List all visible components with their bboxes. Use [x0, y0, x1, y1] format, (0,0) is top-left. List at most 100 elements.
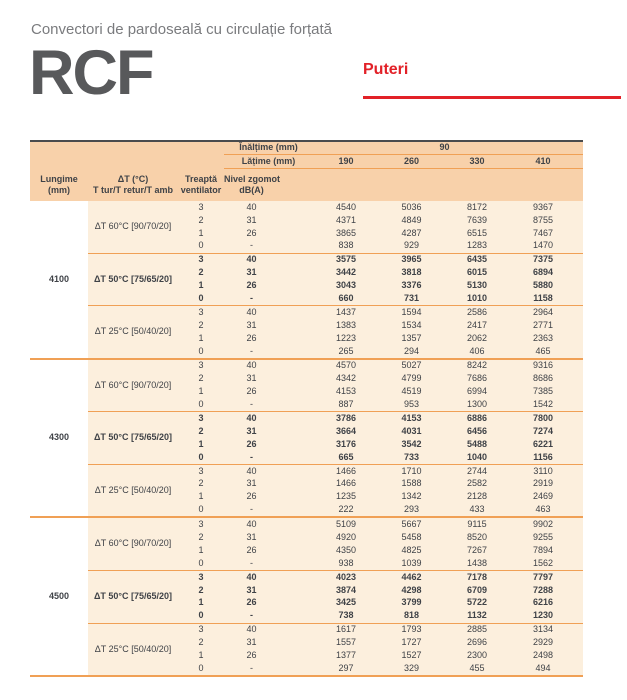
power-value: 4023: [313, 570, 380, 584]
power-value: 3874: [313, 583, 380, 597]
power-value: 293: [379, 503, 445, 519]
spacer-cell: [279, 649, 314, 663]
dt-label: ΔT 25°C [50/40/20]: [88, 305, 178, 360]
noise-level-value: 40: [224, 623, 279, 637]
power-value: 8172: [444, 201, 511, 214]
power-value: 3176: [313, 438, 380, 451]
power-value: 1466: [313, 464, 380, 478]
power-value: 2062: [444, 331, 511, 345]
power-value: 2363: [510, 331, 577, 345]
width-value: 410: [510, 154, 577, 169]
power-value: 2919: [510, 477, 577, 491]
power-value: 1727: [379, 636, 445, 650]
table-row: 0- 222 293 433 463: [30, 503, 584, 519]
dt-label: ΔT 60°C [90/70/20]: [88, 201, 178, 254]
fan-step-value: 2: [178, 213, 224, 227]
table-row: 1 26 3865 4287 6515 7467: [30, 226, 584, 240]
spacer-cell: [576, 239, 584, 254]
power-value: 1527: [379, 649, 445, 663]
table-row: 2 31 3442 3818 6015 6894: [30, 266, 584, 280]
power-value: 3110: [510, 464, 577, 478]
power-value: 1230: [510, 609, 577, 624]
power-value: 1562: [510, 557, 577, 571]
spacer-cell: [576, 583, 584, 597]
spacer-cell: [279, 450, 314, 465]
power-value: 8520: [444, 531, 511, 545]
fan-step-value: 2: [178, 266, 224, 280]
spacer-cell: [279, 570, 314, 584]
noise-level-value: 26: [224, 279, 279, 293]
fan-step-value: 0: [178, 662, 224, 678]
power-value: 3134: [510, 623, 577, 637]
table-row: ΔT 50°C [75/65/20] 3 40 3786 4153 6886 7800: [30, 411, 584, 465]
noise-level-value: 31: [224, 425, 279, 439]
noise-level-value: -: [224, 503, 279, 519]
spacer-cell: [279, 253, 314, 267]
power-value: 7686: [444, 372, 511, 386]
table-row: 2 31 4920 5458 8520 9255: [30, 531, 584, 545]
power-value: 1383: [313, 319, 380, 332]
power-value: 5667: [379, 517, 445, 532]
fan-step-value: 0: [178, 557, 224, 571]
power-value: 6886: [444, 411, 511, 426]
power-value: 929: [379, 239, 445, 254]
power-value: 329: [379, 662, 445, 678]
spacer-cell: [576, 266, 584, 280]
spacer-cell: [576, 425, 584, 439]
power-value: 463: [510, 503, 577, 519]
fan-step-value: 2: [178, 372, 224, 386]
power-value: 1283: [444, 239, 511, 254]
power-value: 953: [379, 398, 445, 413]
table-row: 1 26 4153 4519 6994 7385: [30, 385, 584, 399]
noise-level-value: 31: [224, 636, 279, 650]
power-value: 3043: [313, 279, 380, 293]
spacer-cell: [576, 450, 584, 465]
table-row: 4300 ΔT 60°C [90/70/20] 3 40 4570 5027 8242 931…: [30, 358, 584, 519]
spacer-cell: [576, 503, 584, 519]
spacer-cell: [279, 609, 314, 624]
spacer-cell: [576, 411, 584, 426]
fan-step-value: 2: [178, 636, 224, 650]
power-value: 1437: [313, 305, 380, 320]
power-value: 3786: [313, 411, 380, 426]
power-value: 2586: [444, 305, 511, 320]
power-value: 838: [313, 239, 380, 254]
page-subtitle: Convectori de pardoseală cu circulație f…: [31, 21, 332, 38]
power-value: 1158: [510, 292, 577, 307]
column-header-noise: Nivel zgomot dB(A): [224, 168, 280, 201]
fan-step-value: 0: [178, 344, 224, 360]
spacer-cell: [279, 266, 314, 280]
fan-step-value: 3: [178, 517, 224, 532]
power-value: 1357: [379, 331, 445, 345]
power-value: 1300: [444, 398, 511, 413]
power-value: 8755: [510, 213, 577, 227]
table-row: 2 31 4342 4799 7686 8686: [30, 372, 584, 386]
column-header-fan-step: Treaptă ventilator: [178, 168, 224, 201]
power-value: 2964: [510, 305, 577, 320]
power-value: 3664: [313, 425, 380, 439]
spacer-cell: [576, 398, 584, 413]
spacer-cell: [279, 636, 314, 650]
table-row: 0- 938 1039 1438 1562: [30, 557, 584, 571]
table-row: ΔT 25°C [50/40/20] 3 40 1466 1710 2744 3110: [30, 464, 584, 519]
power-value: 1223: [313, 331, 380, 345]
spacer-cell: [576, 213, 584, 227]
power-value: 7385: [510, 385, 577, 399]
spacer-cell: [279, 305, 314, 320]
noise-level-value: 26: [224, 331, 279, 345]
spacer-cell: [279, 490, 314, 504]
power-value: 5109: [313, 517, 380, 532]
power-value: 2744: [444, 464, 511, 478]
noise-level-value: 31: [224, 319, 279, 332]
table-row: ΔT 25°C [50/40/20] 3 40 1617 1793 2885 3134: [30, 623, 584, 678]
noise-level-value: 31: [224, 266, 279, 280]
power-value: 6515: [444, 226, 511, 240]
power-value: 8242: [444, 358, 511, 373]
table-row: 2 31 1557 1727 2696 2929: [30, 636, 584, 650]
width-label: Lățime (mm): [224, 154, 314, 169]
fan-step-value: 0: [178, 450, 224, 465]
fan-step-value: 0: [178, 292, 224, 307]
power-value: 733: [379, 450, 445, 465]
noise-level-value: -: [224, 450, 279, 465]
power-value: 4371: [313, 213, 380, 227]
